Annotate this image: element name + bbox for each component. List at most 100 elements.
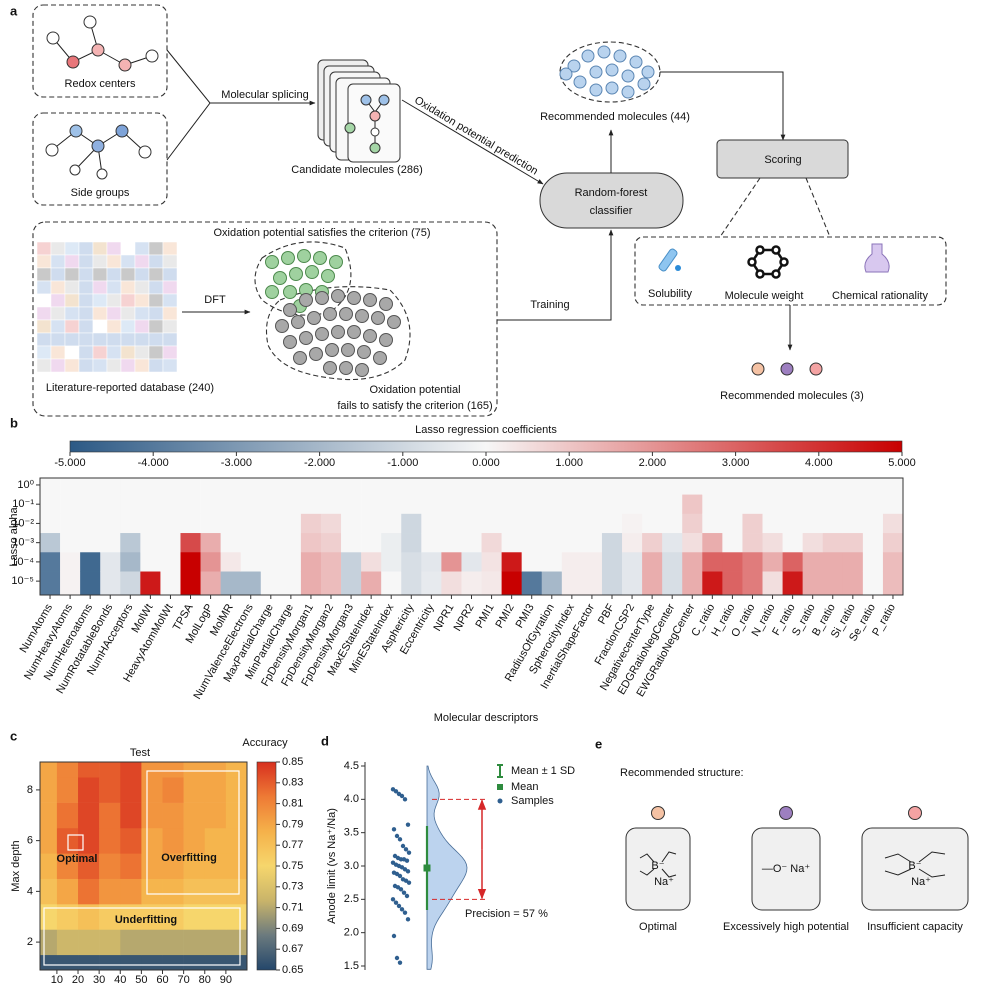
heat-cell xyxy=(802,533,824,553)
circle xyxy=(91,43,105,57)
heat-cell xyxy=(662,478,683,495)
grid-cell xyxy=(78,358,94,373)
colorbar xyxy=(69,440,903,453)
heat-cell xyxy=(441,552,462,572)
sample-point xyxy=(396,903,402,909)
y-tick-label: 1.5 xyxy=(344,960,359,972)
heat-cell xyxy=(78,762,100,778)
heat-cell xyxy=(162,827,184,854)
heat-cell xyxy=(581,513,603,534)
heat-cell xyxy=(99,802,121,829)
heat-cell xyxy=(180,494,201,515)
side-box xyxy=(32,112,168,206)
grid-cell xyxy=(92,293,108,308)
heat-cell xyxy=(541,513,563,534)
heat-cell xyxy=(140,494,161,515)
grid-cell xyxy=(106,358,122,373)
molecule-dot xyxy=(581,49,595,63)
heat-cell xyxy=(622,571,643,596)
heat-cell xyxy=(204,954,227,971)
grid-cell xyxy=(78,306,94,321)
grid-cell xyxy=(134,358,150,373)
grid-cell xyxy=(106,332,122,347)
colorbar-tick-label: -4.000 xyxy=(138,457,169,469)
molecule-dot xyxy=(281,251,295,265)
circle xyxy=(771,269,781,279)
annotation: Precision = 57 % xyxy=(465,908,548,920)
heat-cell xyxy=(40,777,58,803)
heat-cell xyxy=(822,494,844,515)
x-tick-label: 40 xyxy=(114,974,126,984)
heat-cell xyxy=(220,513,241,534)
molecule-dot xyxy=(641,65,655,79)
colorbar-tick-label: 0.83 xyxy=(282,777,303,789)
heat-cell xyxy=(622,494,643,515)
heat-cell xyxy=(80,494,101,515)
heat-cell xyxy=(162,878,184,905)
colorbar-tick-label: 2.000 xyxy=(639,457,667,469)
colorbar-tick-label: 0.73 xyxy=(282,881,303,893)
structure-text: B⁻ xyxy=(651,860,664,872)
label: classifier xyxy=(590,205,633,217)
heat-cell xyxy=(120,533,141,553)
x-tick-label: 30 xyxy=(93,974,105,984)
grid-cell xyxy=(50,280,66,295)
sample-point xyxy=(391,933,397,939)
heat-cell xyxy=(782,571,803,596)
molecule-dot xyxy=(605,81,619,95)
heat-cell xyxy=(361,571,382,596)
heat-cell xyxy=(160,571,181,596)
molecule-dot xyxy=(331,325,345,339)
heat-cell xyxy=(762,478,783,495)
molecule-dot xyxy=(908,806,922,820)
heat-cell xyxy=(120,478,141,495)
heat-cell xyxy=(120,853,142,879)
y-tick-label: 6 xyxy=(27,835,33,847)
grid-cell xyxy=(92,267,108,282)
heat-cell xyxy=(461,513,482,534)
molecule-dot xyxy=(307,311,321,325)
heat-cell xyxy=(541,571,563,596)
grid-cell xyxy=(120,332,136,347)
grid-cell xyxy=(36,267,52,282)
circle xyxy=(145,49,159,63)
label: Side groups xyxy=(71,187,130,199)
classifier-box xyxy=(539,172,684,229)
heat-cell xyxy=(120,878,142,905)
y-tick-label: 8 xyxy=(27,784,33,796)
grid-cell xyxy=(134,280,150,295)
heat-cell xyxy=(441,478,462,495)
sample-point xyxy=(404,893,410,899)
heat-cell xyxy=(183,904,206,930)
heat-cell xyxy=(240,533,262,553)
heat-cell xyxy=(782,478,803,495)
y-tick-label: 10⁻⁵ xyxy=(11,575,34,587)
heat-cell xyxy=(300,494,322,515)
circle xyxy=(369,142,381,154)
grid-cell xyxy=(92,345,108,360)
heat-cell xyxy=(56,802,79,829)
grid-cell xyxy=(50,345,66,360)
heat-cell xyxy=(481,571,502,596)
molecule-dot xyxy=(779,806,793,820)
heat-cell xyxy=(782,494,803,515)
sample-point xyxy=(397,837,403,842)
training-box xyxy=(32,221,498,417)
grid-cell xyxy=(106,241,122,256)
circle xyxy=(809,362,823,376)
heat-cell xyxy=(722,571,743,596)
heat-cell xyxy=(162,777,184,803)
molecule-dot xyxy=(355,363,369,377)
grid-cell xyxy=(106,254,122,269)
x-tick-label: 50 xyxy=(135,974,147,984)
grid-cell xyxy=(162,332,178,347)
annotation-box xyxy=(146,770,240,895)
heat-cell xyxy=(361,552,382,572)
heat-cell xyxy=(225,777,248,803)
grid-cell xyxy=(148,332,164,347)
heat-cell xyxy=(160,552,181,572)
heat-cell xyxy=(80,478,101,495)
molecule-dot xyxy=(379,297,393,311)
redox-box xyxy=(32,4,168,98)
colorbar-tick-label: 1.000 xyxy=(555,457,583,469)
